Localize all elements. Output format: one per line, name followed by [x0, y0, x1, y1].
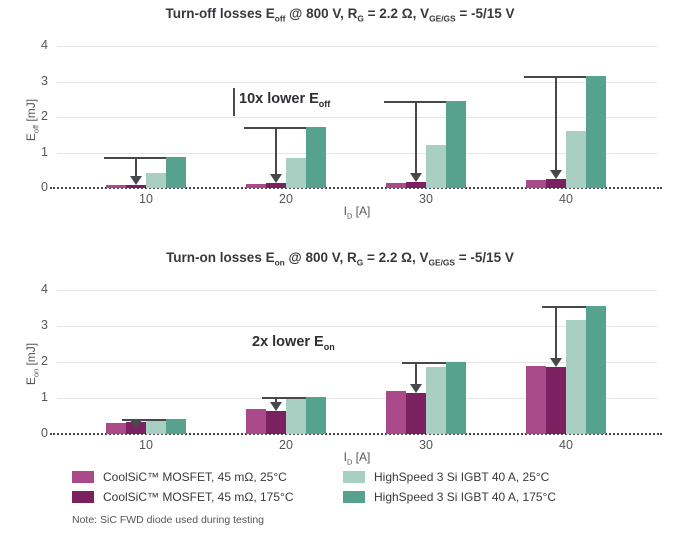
gridline — [57, 117, 657, 118]
legend-swatch-igbt-25c — [343, 471, 365, 483]
x-axis-label: ID [A] — [343, 450, 371, 467]
bar-mosfet25-20 — [246, 184, 266, 188]
x-tick-label: 20 — [279, 438, 293, 452]
reduction-arrow-line — [542, 306, 586, 309]
reduction-arrowhead-icon — [130, 175, 142, 185]
annotation: 2x lower Eon — [252, 334, 335, 352]
y-tick-label: 2 — [41, 354, 48, 368]
x-tick-label: 20 — [279, 192, 293, 206]
bar-igbt175-40 — [586, 306, 606, 434]
y-tick-label: 1 — [41, 144, 48, 159]
reduction-arrow-stem — [555, 306, 557, 359]
footnote: Note: SiC FWD diode used during testing — [72, 514, 265, 526]
bar-igbt25-20 — [286, 158, 306, 188]
bar-igbt175-30 — [446, 101, 466, 188]
reduction-arrow-stem — [415, 362, 417, 384]
bar-mosfet25-30 — [386, 391, 406, 434]
y-tick-label: 4 — [41, 282, 48, 296]
y-tick-label: 0 — [41, 180, 48, 194]
y-tick-label: 3 — [41, 318, 48, 332]
bar-mosfet175-30 — [406, 393, 426, 434]
bar-igbt25-20 — [286, 399, 306, 434]
reduction-arrowhead-icon — [410, 383, 422, 393]
bar-igbt175-20 — [306, 397, 326, 434]
bar-igbt175-30 — [446, 362, 466, 434]
bar-igbt25-10 — [146, 420, 166, 434]
gridline — [57, 290, 657, 291]
y-tick-label: 4 — [41, 38, 48, 52]
gridline — [57, 81, 657, 83]
reduction-arrow-line — [402, 362, 446, 364]
chart-title: Turn-off losses Eoff @ 800 V, RG = 2.2 Ω… — [165, 6, 515, 24]
gridline — [57, 46, 657, 47]
reduction-arrow-stem — [135, 156, 137, 176]
bar-mosfet25-10 — [106, 185, 126, 188]
reduction-arrowhead-icon — [550, 169, 562, 179]
reduction-arrowhead-icon — [270, 174, 282, 184]
bar-mosfet175-40 — [546, 179, 566, 188]
x-tick-label: 10 — [139, 438, 153, 452]
legend-label: HighSpeed 3 Si IGBT 40 A, 25°C — [374, 470, 550, 484]
bar-mosfet175-40 — [546, 367, 566, 434]
gridline — [57, 398, 657, 399]
reduction-arrowhead-icon — [410, 172, 422, 182]
x-tick-label: 40 — [559, 192, 573, 206]
x-axis-label: ID [A] — [343, 204, 371, 221]
y-tick-label: 0 — [41, 426, 48, 440]
bar-igbt25-10 — [146, 173, 166, 188]
legend-label: HighSpeed 3 Si IGBT 40 A, 175°C — [374, 490, 557, 504]
legend-swatch-igbt-175c — [343, 491, 365, 503]
legend-label: CoolSiC™ MOSFET, 45 mΩ, 25°C — [103, 470, 287, 484]
x-tick-label: 40 — [559, 438, 573, 452]
bar-igbt25-40 — [566, 320, 586, 434]
bar-igbt25-40 — [566, 131, 586, 188]
reduction-arrow-stem — [415, 101, 417, 173]
bar-igbt175-20 — [306, 127, 326, 188]
reduction-arrow-line — [262, 397, 306, 400]
reduction-arrow-stem — [555, 76, 557, 170]
gridline — [57, 152, 657, 154]
x-tick-label: 30 — [419, 438, 433, 452]
gridline — [57, 326, 657, 327]
legend-label: CoolSiC™ MOSFET, 45 mΩ, 175°C — [103, 490, 294, 504]
legend-item-igbt-25c: HighSpeed 3 Si IGBT 40 A, 25°C — [343, 470, 549, 484]
bar-mosfet175-30 — [406, 182, 426, 188]
legend-item-igbt-175c: HighSpeed 3 Si IGBT 40 A, 175°C — [343, 490, 556, 504]
zero-axis-dotted-line — [50, 433, 662, 435]
legend-swatch-mosfet-25c — [72, 471, 94, 483]
x-tick-label: 30 — [419, 192, 433, 206]
y-tick-label: 2 — [41, 109, 48, 123]
bar-igbt25-30 — [426, 367, 446, 434]
reduction-arrowhead-icon — [270, 401, 282, 411]
bar-igbt25-30 — [426, 145, 446, 188]
reduction-arrowhead-icon — [550, 358, 562, 368]
bar-igbt175-10 — [166, 157, 186, 188]
bar-mosfet175-20 — [266, 411, 286, 434]
gridline — [57, 362, 657, 363]
bar-mosfet25-40 — [526, 180, 546, 188]
bar-mosfet25-40 — [526, 366, 546, 434]
bar-igbt175-10 — [166, 419, 186, 434]
legend-item-mosfet-25c: CoolSiC™ MOSFET, 45 mΩ, 25°C — [72, 470, 287, 484]
annotation: 10x lower Eoff — [233, 88, 330, 116]
y-tick-label: 1 — [41, 390, 48, 404]
reduction-arrow-stem — [275, 126, 277, 175]
bar-mosfet175-10 — [126, 185, 146, 188]
bar-mosfet25-20 — [246, 409, 266, 434]
legend-swatch-mosfet-175c — [72, 491, 94, 503]
chart-title: Turn-on losses Eon @ 800 V, RG = 2.2 Ω, … — [166, 250, 514, 268]
bar-mosfet25-10 — [106, 423, 126, 434]
reduction-arrowhead-icon — [130, 420, 142, 430]
legend-item-mosfet-175c: CoolSiC™ MOSFET, 45 mΩ, 175°C — [72, 490, 294, 504]
y-tick-label: 3 — [41, 73, 48, 88]
x-tick-label: 10 — [139, 192, 153, 206]
bar-igbt175-40 — [586, 76, 606, 188]
reduction-arrow-stem — [275, 397, 277, 402]
reduction-arrow-line — [122, 419, 166, 422]
zero-axis-dotted-line — [50, 187, 662, 189]
bar-mosfet175-20 — [266, 183, 286, 188]
bar-mosfet25-30 — [386, 183, 406, 188]
